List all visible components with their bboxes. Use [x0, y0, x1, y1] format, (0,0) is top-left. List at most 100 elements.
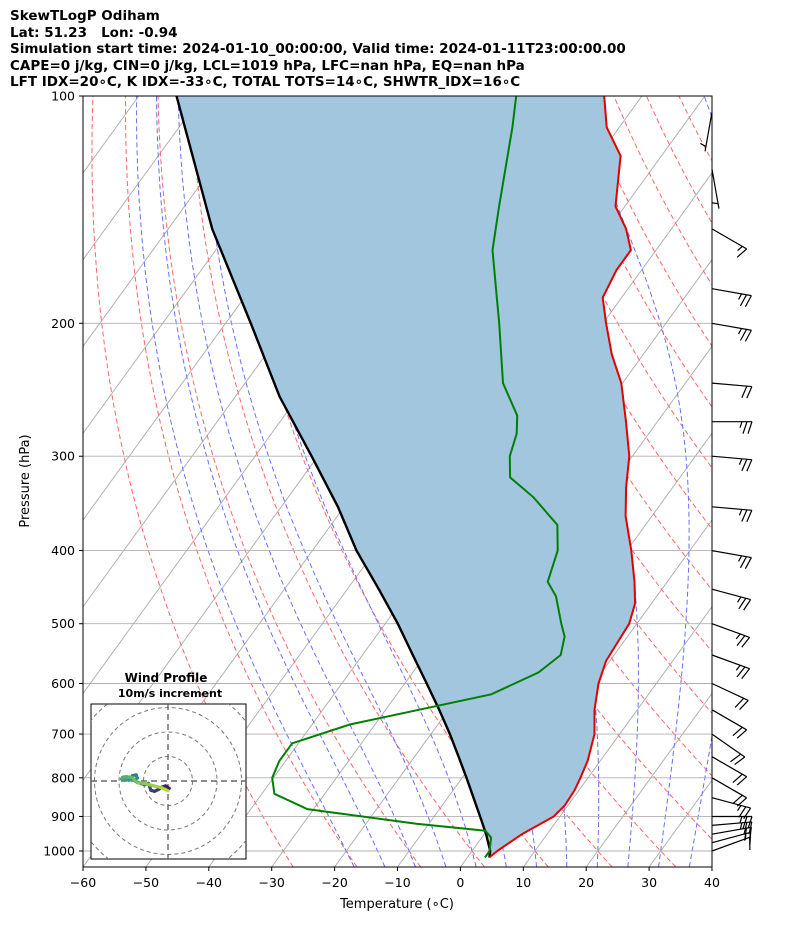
wind-barb-full-feather — [741, 459, 748, 472]
wind-barb-full-feather — [736, 797, 748, 807]
wind-barb-full-feather — [739, 699, 749, 711]
wind-barb-full-feather — [746, 510, 753, 523]
wind-barb-staff — [711, 733, 746, 758]
wind-barb-half-feather — [738, 509, 743, 516]
wind-barb-staff — [711, 550, 752, 559]
x-tick-label: 0 — [456, 875, 464, 890]
wind-barb-half-feather — [739, 421, 743, 428]
wind-barb-full-feather — [741, 637, 751, 648]
temperature-line — [488, 96, 637, 859]
wind-barb-half-feather — [738, 458, 743, 465]
wind-barb-full-feather — [744, 828, 748, 841]
wind-barb — [711, 288, 752, 308]
wind-barb-full-feather — [738, 597, 747, 610]
wind-barb-staff — [711, 506, 752, 511]
convective-parameters: CAPE=0 j/kg, CIN=0 j/kg, LCL=1019 hPa, L… — [10, 57, 525, 74]
wind-barb-staff — [711, 836, 750, 852]
wind-barbs — [700, 111, 753, 852]
wind-barb-full-feather — [736, 776, 748, 786]
wind-barb-staff — [711, 623, 750, 638]
wind-barb-staff — [711, 322, 752, 331]
x-tick-label: −50 — [133, 875, 159, 890]
x-tick-label: −20 — [321, 875, 347, 890]
isotherm-line — [0, 96, 76, 867]
wind-barb — [711, 733, 746, 766]
wind-barb — [700, 111, 713, 152]
wind-barb-full-feather — [743, 807, 752, 819]
dry-adiabat-line — [744, 96, 794, 867]
wind-barb-staff — [711, 756, 747, 778]
wind-barb-half-feather — [738, 555, 743, 562]
wind-barb-full-feather — [742, 421, 748, 434]
wind-barb-full-feather — [741, 668, 751, 679]
wind-barb — [711, 756, 748, 786]
wind-barb-half-feather — [738, 328, 743, 335]
y-tick-label: 400 — [51, 543, 75, 558]
y-tick-label: 200 — [51, 316, 75, 331]
cin-shaded-area — [176, 96, 636, 858]
wind-barb — [711, 382, 753, 399]
wind-barb-half-feather — [736, 596, 742, 603]
moist-adiabat-line — [720, 96, 794, 867]
isotherm-line — [585, 692, 712, 867]
dry-adiabat-line — [515, 96, 712, 469]
wind-barb-staff — [711, 382, 752, 388]
wind-barb-staff — [711, 709, 747, 731]
wind-barb — [711, 797, 752, 819]
wind-barb-full-feather — [732, 726, 743, 737]
wind-barb-half-feather — [736, 805, 742, 812]
dry-adiabat-line — [222, 96, 549, 867]
dry-adiabat-line — [91, 96, 294, 867]
x-tick-label: 20 — [578, 875, 594, 890]
wind-barb — [711, 228, 748, 258]
wind-barb-full-feather — [734, 697, 745, 708]
wind-barb-staff — [711, 288, 752, 297]
moist-adiabat-line — [688, 96, 712, 867]
simulation-times: Simulation start time: 2024-01-10_00:00:… — [10, 41, 626, 58]
wind-barb — [711, 455, 753, 472]
wind-barb-full-feather — [748, 821, 753, 835]
wind-barb-half-feather — [700, 142, 707, 147]
isotherm-line — [775, 96, 794, 867]
moist-adiabat-line — [177, 96, 416, 867]
wind-barb-full-feather — [741, 385, 748, 398]
wind-barb-full-feather — [744, 295, 752, 308]
wind-barb-full-feather — [734, 756, 746, 766]
wind-barb-half-feather — [735, 633, 741, 640]
wind-barb-half-feather — [739, 822, 743, 830]
dewpoint-line — [271, 96, 566, 859]
y-tick-label: 1000 — [43, 844, 75, 859]
dry-adiabat-line — [645, 96, 712, 225]
wind-barb-full-feather — [739, 556, 747, 569]
wind-barb-full-feather — [741, 509, 748, 522]
wind-barb-full-feather — [742, 816, 748, 829]
wind-barb — [711, 169, 720, 209]
x-tick-label: −10 — [384, 875, 410, 890]
wind-barb-staff — [711, 682, 749, 701]
x-tick-label: −60 — [70, 875, 96, 890]
wind-barb-full-feather — [744, 329, 752, 342]
chart-title: SkewTLogP Odiham — [10, 8, 160, 24]
wind-barb-staff — [704, 111, 713, 152]
wind-barb — [711, 588, 752, 611]
isotherm-line — [711, 866, 712, 867]
x-tick-label: 40 — [704, 875, 720, 890]
isotherm-line — [83, 96, 203, 261]
parcel-profile-line — [175, 96, 492, 858]
wind-barb-full-feather — [739, 294, 747, 307]
y-tick-label: 600 — [51, 676, 75, 691]
isotherm-line — [83, 96, 265, 348]
chart-header: SkewTLogP Odiham Lat: 51.23 Lon: -0.94 S… — [10, 8, 626, 91]
wind-barb-staff — [711, 228, 747, 250]
wind-barb — [711, 709, 748, 739]
moist-adiabat-line — [752, 96, 794, 867]
wind-barb-staff — [711, 777, 747, 799]
wind-barb-staff — [711, 588, 751, 601]
wind-barb-full-feather — [747, 421, 753, 434]
dry-adiabat-line — [483, 96, 712, 530]
wind-barb-half-feather — [711, 202, 719, 205]
wind-barb — [711, 654, 751, 679]
dry-adiabat-line — [190, 96, 485, 867]
wind-barb — [711, 506, 753, 523]
